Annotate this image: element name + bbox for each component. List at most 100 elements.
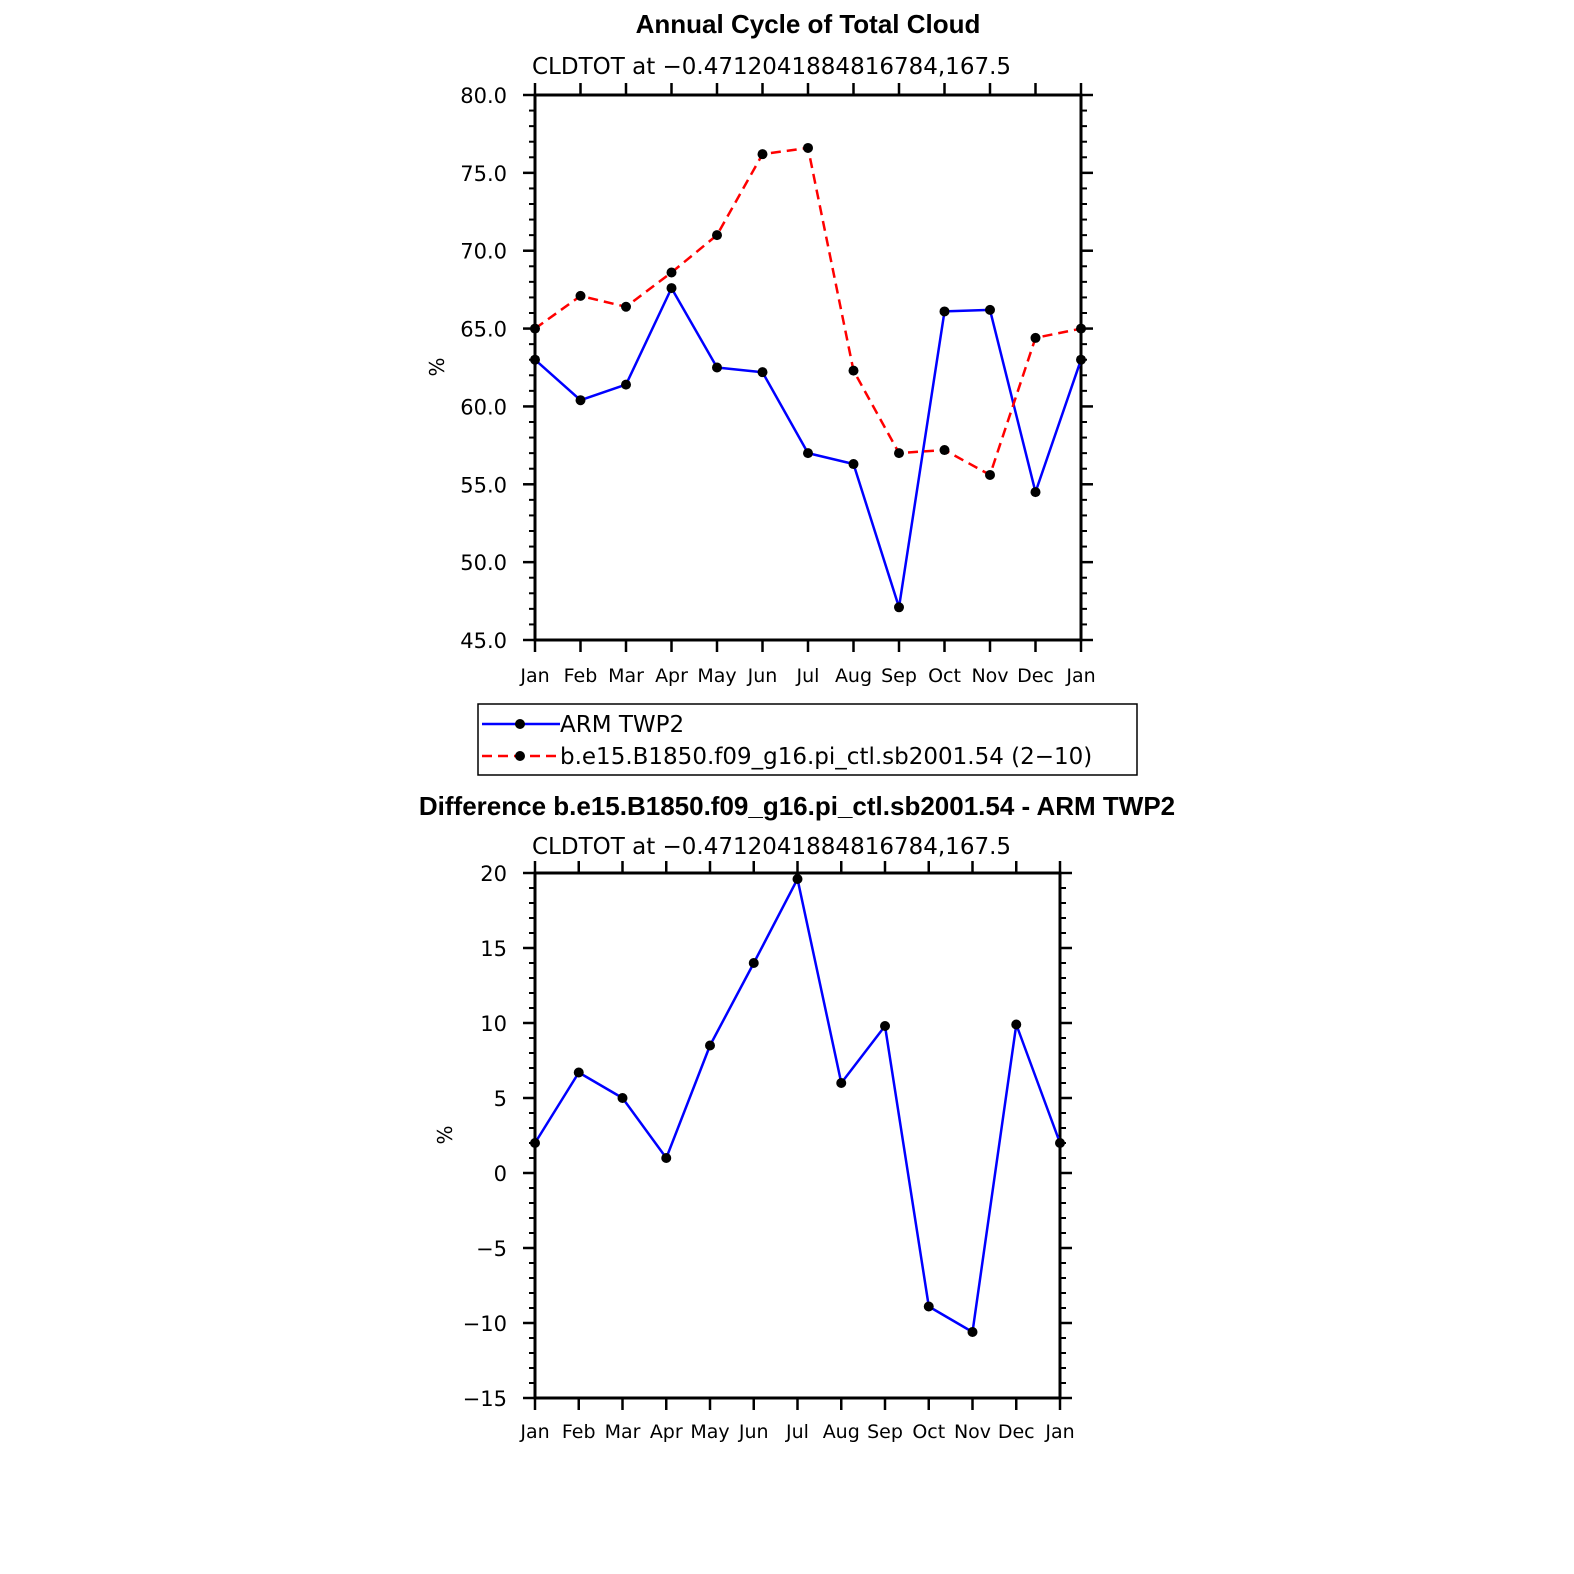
data-point bbox=[530, 1138, 540, 1148]
data-point bbox=[848, 459, 859, 470]
data-point bbox=[575, 290, 586, 301]
y-tick-label: 45.0 bbox=[460, 629, 507, 653]
data-point bbox=[985, 469, 995, 480]
y-tick-label: 0 bbox=[494, 1162, 507, 1186]
x-tick-label: Apr bbox=[650, 1421, 683, 1443]
y-tick-label: 75.0 bbox=[460, 162, 507, 186]
chart1-plot-frame bbox=[533, 93, 1083, 642]
data-point bbox=[894, 448, 904, 459]
data-point bbox=[705, 1040, 715, 1051]
chart1-y-axis-label: % bbox=[425, 357, 449, 376]
legend: ARM TWP2 b.e15.B1850.f09_g16.pi_ctl.sb20… bbox=[477, 703, 1138, 776]
data-point bbox=[1076, 323, 1086, 334]
x-tick-label: Feb bbox=[564, 665, 598, 687]
difference-chart: Difference b.e15.B1850.f09_g16.pi_ctl.sb… bbox=[419, 791, 1175, 1443]
y-tick-label: 55.0 bbox=[460, 473, 507, 497]
data-point bbox=[748, 958, 759, 968]
legend-marker-model bbox=[515, 751, 525, 761]
series-line-0 bbox=[533, 877, 1062, 1334]
x-tick-label: Apr bbox=[655, 665, 688, 687]
x-tick-label: Jul bbox=[785, 1421, 809, 1443]
x-tick-label: Sep bbox=[867, 1421, 903, 1443]
chart1-title: Annual Cycle of Total Cloud bbox=[636, 9, 981, 39]
data-point bbox=[1030, 487, 1041, 498]
y-tick-label: 50.0 bbox=[460, 551, 507, 575]
legend-marker-arm-twp2 bbox=[515, 719, 525, 729]
y-tick-label: 70.0 bbox=[460, 240, 507, 264]
x-tick-label: Jun bbox=[738, 1421, 769, 1443]
data-point bbox=[573, 1067, 584, 1078]
y-tick-label: 80.0 bbox=[460, 84, 507, 108]
data-point bbox=[712, 362, 722, 373]
x-tick-label: Aug bbox=[835, 665, 872, 687]
x-tick-label: Jan bbox=[1044, 1421, 1074, 1443]
chart1-series bbox=[530, 142, 1086, 613]
x-tick-label: Jan bbox=[1065, 665, 1095, 687]
x-tick-label: Nov bbox=[971, 665, 1008, 687]
data-point bbox=[666, 267, 677, 278]
data-point bbox=[836, 1078, 847, 1088]
data-point bbox=[1076, 354, 1086, 365]
data-point bbox=[757, 367, 768, 378]
data-point bbox=[1030, 332, 1041, 343]
x-tick-label: Jan bbox=[519, 1421, 549, 1443]
legend-entry-model: b.e15.B1850.f09_g16.pi_ctl.sb2001.54 (2−… bbox=[482, 744, 1092, 770]
chart2-ticks bbox=[523, 861, 1072, 1410]
chart1-y-tick-labels: 45.0 50.0 55.0 60.0 65.0 70.0 75.0 80.0 bbox=[460, 84, 507, 653]
x-tick-label: Feb bbox=[562, 1421, 596, 1443]
y-tick-label: 65.0 bbox=[460, 318, 507, 342]
data-point bbox=[894, 602, 904, 613]
x-tick-label: Mar bbox=[608, 665, 644, 687]
y-tick-label: −10 bbox=[463, 1312, 507, 1336]
data-point bbox=[1011, 1019, 1022, 1030]
x-tick-label: Oct bbox=[928, 665, 961, 687]
y-tick-label: 20 bbox=[480, 862, 507, 886]
data-point bbox=[985, 304, 995, 315]
x-tick-label: Dec bbox=[998, 1421, 1035, 1443]
data-point bbox=[621, 379, 631, 390]
data-point bbox=[661, 1153, 672, 1163]
data-point bbox=[792, 874, 803, 884]
chart2-x-tick-labels: Jan Feb Mar Apr May Jun Jul Aug Sep Oct Nov Dec Jan bbox=[519, 1421, 1074, 1443]
data-point bbox=[923, 1301, 934, 1312]
x-tick-label: Mar bbox=[605, 1421, 641, 1443]
y-tick-label: 15 bbox=[480, 937, 507, 961]
chart1-subtitle: CLDTOT at −0.4712041884816784,167.5 bbox=[532, 54, 1011, 80]
x-tick-label: Sep bbox=[881, 665, 917, 687]
chart2-series bbox=[530, 874, 1065, 1337]
data-point bbox=[848, 365, 859, 376]
chart1-x-tick-labels: Jan Feb Mar Apr May Jun Jul Aug Sep Oct Nov Dec Jan bbox=[519, 665, 1095, 687]
y-tick-label: −5 bbox=[476, 1237, 507, 1261]
data-point bbox=[880, 1021, 890, 1031]
data-point bbox=[939, 306, 950, 317]
x-tick-label: May bbox=[697, 665, 736, 687]
data-point bbox=[803, 448, 813, 459]
data-point bbox=[712, 230, 722, 241]
data-point bbox=[1055, 1138, 1065, 1148]
annual-cycle-chart: Annual Cycle of Total Cloud CLDTOT at −0… bbox=[425, 9, 1096, 687]
x-tick-label: Aug bbox=[823, 1421, 860, 1443]
legend-box bbox=[477, 703, 1138, 776]
legend-label-model: b.e15.B1850.f09_g16.pi_ctl.sb2001.54 (2−… bbox=[560, 744, 1092, 770]
data-point bbox=[617, 1093, 628, 1103]
legend-entry-arm-twp2: ARM TWP2 bbox=[482, 712, 684, 738]
y-tick-label: −15 bbox=[463, 1387, 507, 1411]
chart2-plot-frame bbox=[533, 871, 1062, 1400]
y-tick-label: 5 bbox=[494, 1087, 507, 1111]
chart1-ticks bbox=[523, 83, 1093, 652]
x-tick-label: Dec bbox=[1017, 665, 1054, 687]
data-point bbox=[666, 283, 677, 294]
data-point bbox=[530, 354, 540, 365]
x-tick-label: May bbox=[690, 1421, 729, 1443]
chart2-y-tick-labels: −15 −10 −5 0 5 10 15 20 bbox=[463, 862, 507, 1411]
series-line-1 bbox=[534, 146, 1082, 477]
x-tick-label: Jul bbox=[796, 665, 820, 687]
legend-label-arm-twp2: ARM TWP2 bbox=[560, 712, 684, 738]
data-point bbox=[621, 301, 631, 312]
data-point bbox=[757, 149, 768, 160]
data-point bbox=[575, 395, 586, 406]
y-tick-label: 10 bbox=[480, 1012, 507, 1036]
x-tick-label: Nov bbox=[954, 1421, 991, 1443]
chart2-title: Difference b.e15.B1850.f09_g16.pi_ctl.sb… bbox=[419, 791, 1175, 821]
